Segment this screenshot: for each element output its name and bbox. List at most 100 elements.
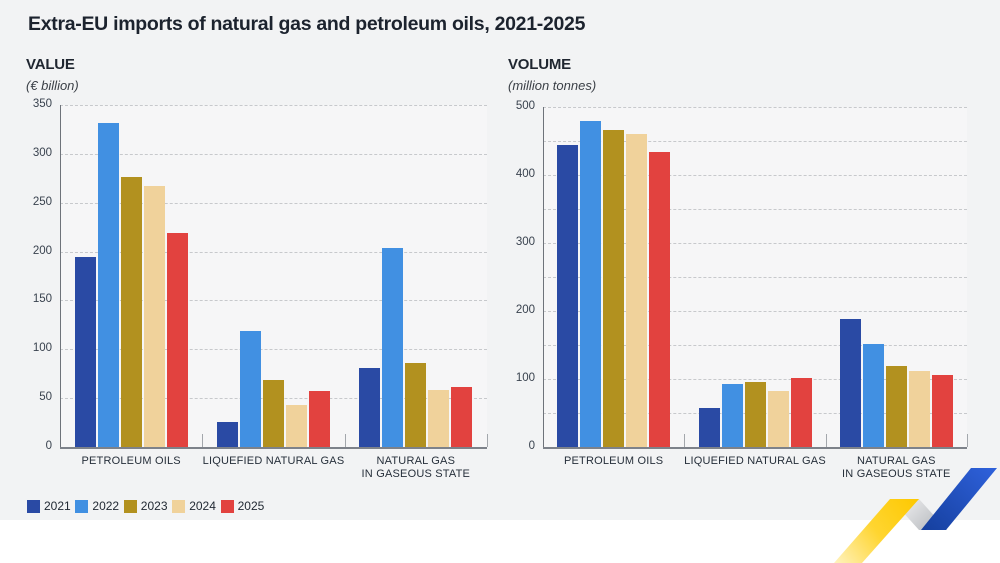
legend-item-2025: 2025 [220, 499, 265, 513]
bar-2022-value [382, 247, 404, 447]
volume-y-tick-label: 300 [515, 236, 535, 248]
volume-gridline-150 [543, 345, 967, 346]
value-y-tick-label: 300 [32, 146, 52, 159]
volume-gridline-300 [543, 243, 967, 244]
value-x-axis [60, 447, 487, 449]
volume-category-tick [967, 434, 968, 447]
volume-gridline-350 [543, 209, 967, 210]
bar-2024-value [428, 390, 450, 447]
volume-x-axis [543, 447, 967, 449]
bar-2023-volume [885, 366, 907, 447]
bar-2021-volume [557, 145, 579, 447]
bar-2022-value [240, 330, 261, 447]
volume-category-label: PETROLEUM OILS [563, 455, 664, 467]
bar-2023-volume [603, 130, 625, 447]
bar-2024-value [286, 405, 307, 447]
volume-gridline-200 [543, 311, 967, 312]
bar-2025-volume [649, 151, 671, 447]
volume-gridline-400 [543, 175, 967, 176]
value-y-tick-label: 250 [32, 195, 52, 208]
bar-2022-volume [580, 121, 602, 447]
bar-2025-value [451, 387, 473, 447]
value-y-tick-label: 50 [39, 391, 52, 404]
bar-2022-volume [862, 343, 884, 447]
bar-2022-value [97, 122, 119, 447]
legend-swatch-2022 [75, 499, 89, 513]
legend-label-2021: 2021 [44, 499, 71, 513]
value-y-tick-label: 0 [45, 440, 52, 452]
legend-swatch-2023 [123, 499, 137, 513]
bar-2025-value [166, 233, 188, 447]
volume-y-tick-label: 100 [515, 372, 535, 384]
volume-gridline-100 [543, 379, 967, 380]
legend-swatch-2024 [172, 499, 186, 513]
volume-category-tick [825, 434, 827, 447]
volume-chart-heading: VOLUME [508, 56, 571, 73]
chart-legend: 2021 2022 2023 2024 2025 [27, 499, 327, 515]
value-category-label: PETROLEUM OILS [81, 455, 181, 467]
legend-swatch-2025 [220, 499, 234, 513]
bar-2023-value [405, 363, 427, 447]
bar-2023-value [120, 177, 142, 447]
legend-item-2021: 2021 [27, 499, 71, 513]
bar-2023-volume [744, 381, 766, 447]
value-category-tick [202, 434, 204, 447]
legend-label-2025: 2025 [237, 499, 265, 513]
value-chart-unit: (€ billion) [26, 78, 79, 93]
bar-2025-volume [931, 374, 953, 447]
legend-item-2022: 2022 [75, 499, 119, 513]
value-gridline-300 [60, 153, 487, 155]
volume-category-label: NATURAL GAS IN GASEOUS STATE [842, 455, 951, 480]
legend-label-2022: 2022 [92, 499, 120, 513]
bar-2021-volume [839, 319, 861, 447]
bar-2021-volume [698, 408, 720, 447]
value-gridline-100 [60, 349, 487, 351]
value-gridline-350 [60, 105, 487, 106]
page-title: Extra-EU imports of natural gas and petr… [28, 13, 586, 35]
value-gridline-200 [60, 251, 487, 253]
volume-gridline-500 [543, 107, 967, 108]
value-y-tick-label: 150 [32, 293, 52, 306]
bar-2025-volume [790, 377, 812, 447]
bar-2024-volume [908, 370, 930, 447]
ribbon-decoration [834, 468, 997, 563]
value-category-tick [344, 434, 346, 447]
bar-2024-value [143, 186, 165, 447]
ribbon-blue-band [921, 468, 997, 530]
volume-gridline-250 [543, 277, 967, 278]
bar-2025-value [309, 391, 330, 447]
bar-2024-volume [767, 391, 789, 447]
legend-label-2024: 2024 [189, 499, 216, 513]
volume-category-tick [684, 434, 686, 447]
bar-2021-value [74, 256, 96, 447]
volume-category-label: LIQUEFIED NATURAL GAS [684, 455, 826, 467]
value-category-label: NATURAL GAS IN GASEOUS STATE [361, 455, 471, 480]
bar-2022-volume [721, 384, 743, 447]
legend-item-2024: 2024 [172, 499, 216, 513]
value-gridline-150 [60, 300, 487, 302]
value-y-axis [60, 105, 61, 447]
value-y-tick-label: 100 [32, 342, 52, 355]
volume-y-tick-label: 400 [515, 168, 535, 180]
bar-2021-value [359, 367, 381, 447]
volume-y-tick-label: 200 [515, 304, 535, 316]
value-y-tick-label: 350 [32, 98, 52, 110]
bar-2024-volume [626, 133, 648, 447]
volume-y-axis [543, 107, 544, 447]
value-category-label: LIQUEFIED NATURAL GAS [202, 455, 345, 467]
footer: eurostat [0, 520, 1000, 563]
legend-item-2023: 2023 [123, 499, 168, 513]
value-category-tick [487, 434, 488, 447]
volume-y-tick-label: 0 [528, 440, 535, 452]
legend-label-2023: 2023 [140, 499, 168, 513]
value-chart-heading: VALUE [26, 56, 75, 73]
bar-2021-value [217, 421, 238, 447]
value-gridline-250 [60, 202, 487, 204]
legend-swatch-2021 [27, 499, 40, 513]
bar-2023-value [263, 379, 284, 447]
volume-y-tick-label: 500 [515, 100, 535, 112]
ribbon-yellow-band [834, 499, 919, 563]
volume-gridline-450 [543, 141, 967, 142]
value-y-tick-label: 200 [32, 244, 52, 257]
